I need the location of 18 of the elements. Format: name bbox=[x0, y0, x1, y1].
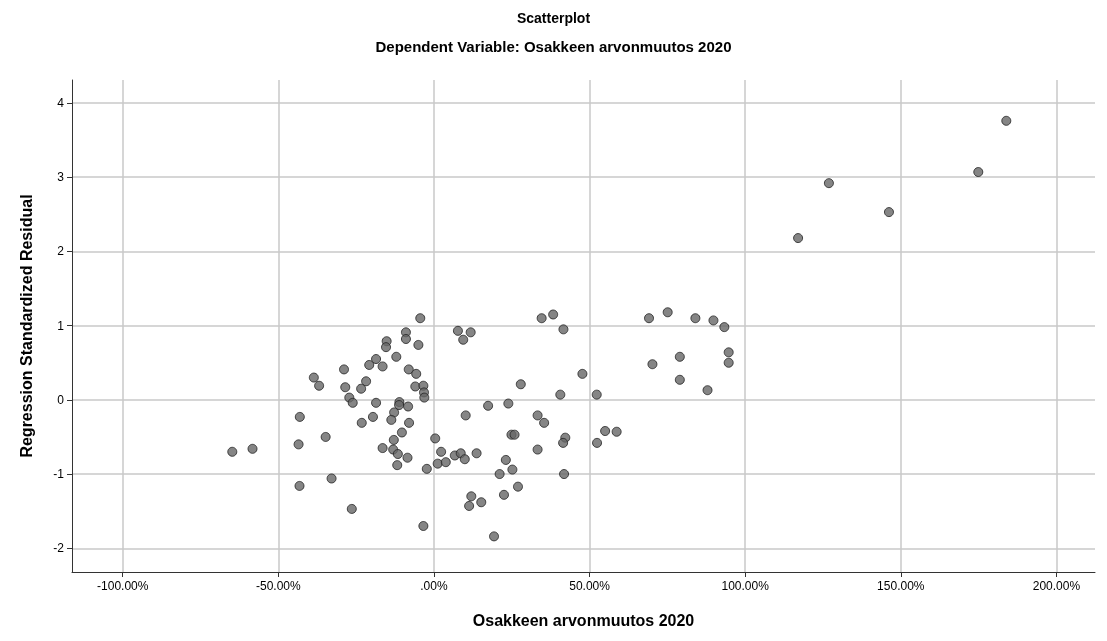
x-tick-label: 100.00% bbox=[721, 579, 770, 593]
y-tick-label: 2 bbox=[57, 244, 65, 259]
y-tick-label: 3 bbox=[57, 170, 65, 185]
chart-title: Scatterplot bbox=[516, 10, 591, 26]
y-tick-label: 1 bbox=[57, 318, 65, 333]
y-tick-label: 0 bbox=[57, 392, 65, 407]
x-tick-label: 150.00% bbox=[877, 579, 925, 593]
x-tick-label: .00% bbox=[420, 579, 448, 593]
y-tick-label: -1 bbox=[53, 467, 65, 482]
x-tick-label: -50.00% bbox=[255, 579, 302, 593]
y-axis-title: Regression Standardized Residual bbox=[17, 194, 35, 458]
x-axis-title: Osakkeen arvonmuutos 2020 bbox=[472, 611, 695, 629]
chart-subtitle: Dependent Variable: Osakkeen arvonmuutos 2020 bbox=[375, 38, 732, 55]
x-tick-label: 50.00% bbox=[569, 579, 611, 593]
y-tick-label: 4 bbox=[57, 96, 65, 110]
x-tick-label: 200.00% bbox=[1032, 579, 1081, 593]
x-tick-label: -100.00% bbox=[97, 579, 149, 593]
y-tick-label: -2 bbox=[53, 541, 65, 556]
